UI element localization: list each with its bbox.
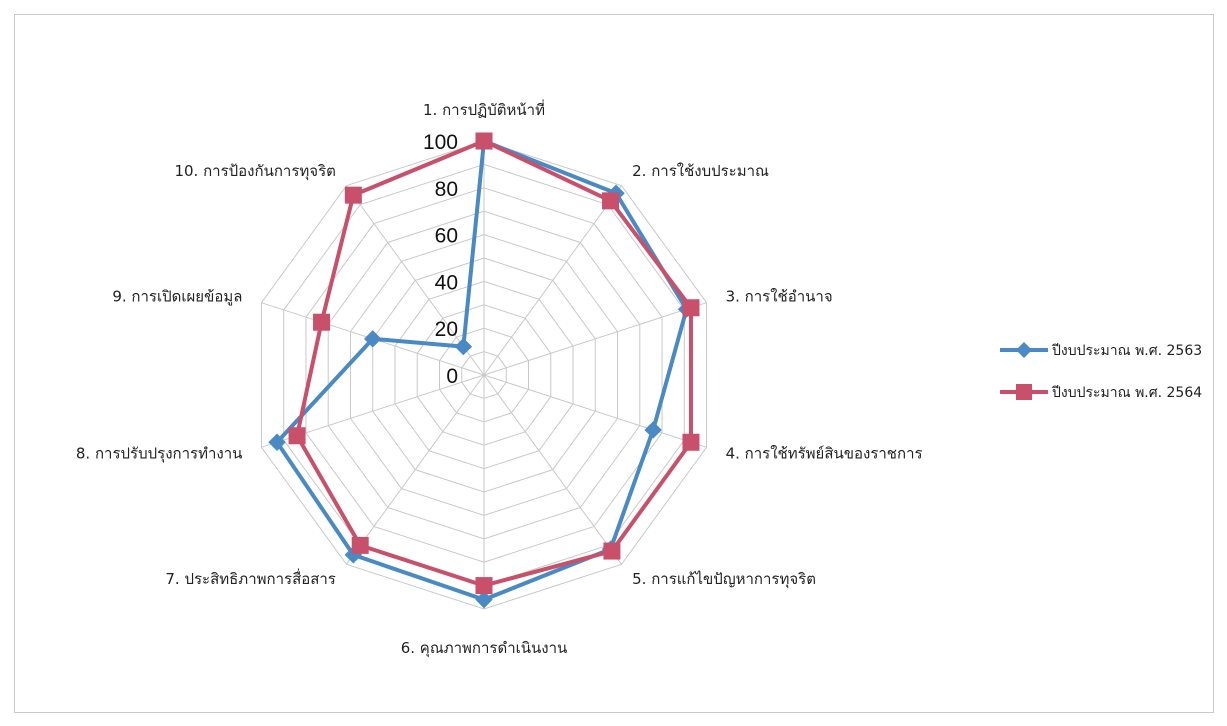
chart-grid [260, 140, 708, 610]
grid-spoke [483, 374, 622, 565]
legend-item: ปีงบประมาณ พ.ศ. 2563 [1000, 342, 1202, 359]
chart-legend: ปีงบประมาณ พ.ศ. 2563 ปีงบประมาณ พ.ศ. 2564 [1000, 342, 1202, 401]
category-label: 3. การใช้อำนาจ [726, 288, 833, 306]
grid-spoke [483, 302, 707, 376]
data-point [682, 299, 700, 317]
category-label: 2. การใช้งบประมาณ [632, 162, 769, 180]
category-labels: 1. การปฏิบัติหน้าที่ 2. การใช้งบประมาณ 3. … [76, 99, 923, 658]
series-2 [288, 132, 700, 595]
category-label: 8. การปรับปรุงการทำงาน [76, 444, 243, 463]
tick-label: 80 [435, 178, 458, 201]
data-point [364, 330, 382, 348]
category-label: 5. การแก้ไขปัญหาการทุจริต [632, 570, 816, 589]
chart-frame [14, 14, 1214, 713]
data-point [313, 313, 331, 331]
category-label: 6. คุณภาพการดำเนินงาน [401, 639, 568, 658]
grid-spoke [483, 374, 707, 448]
data-point [603, 542, 621, 560]
data-point [475, 590, 493, 609]
data-point [351, 536, 369, 554]
grid-spoke [483, 185, 622, 376]
category-label: 7. ประสิทธิภาพการสื่อสาร [165, 568, 335, 588]
tick-label: 20 [435, 318, 458, 341]
category-label: 1. การปฏิบัติหน้าที่ [423, 99, 545, 119]
data-point [602, 192, 620, 210]
tick-label: 0 [446, 365, 458, 388]
legend-item: ปีงบประมาณ พ.ศ. 2564 [1000, 384, 1202, 401]
data-point [682, 433, 700, 451]
data-point [475, 132, 493, 150]
series-line [295, 139, 693, 588]
category-label: 4. การใช้ทรัพย์สินของราชการ [726, 444, 923, 462]
chart-series [268, 132, 700, 609]
legend-marker [1016, 384, 1032, 400]
data-point [644, 421, 662, 439]
category-label: 10. การป้องกันการทุจริต [174, 162, 335, 181]
data-point [268, 433, 286, 451]
data-point [288, 427, 306, 445]
grid-spoke [346, 374, 485, 565]
data-point [475, 577, 493, 595]
category-label: 9. การเปิดเผยข้อมูล [112, 288, 242, 306]
tick-label: 100 [423, 131, 458, 154]
tick-label: 40 [435, 271, 458, 294]
tick-label: 60 [435, 225, 458, 248]
radial-tick-labels: 0 20 40 60 80 100 [423, 131, 458, 388]
data-point [454, 337, 473, 356]
legend-label: ปีงบประมาณ พ.ศ. 2563 [1052, 343, 1203, 359]
data-point [344, 186, 362, 204]
legend-marker [1016, 342, 1032, 358]
legend-label: ปีงบประมาณ พ.ศ. 2564 [1052, 385, 1203, 401]
